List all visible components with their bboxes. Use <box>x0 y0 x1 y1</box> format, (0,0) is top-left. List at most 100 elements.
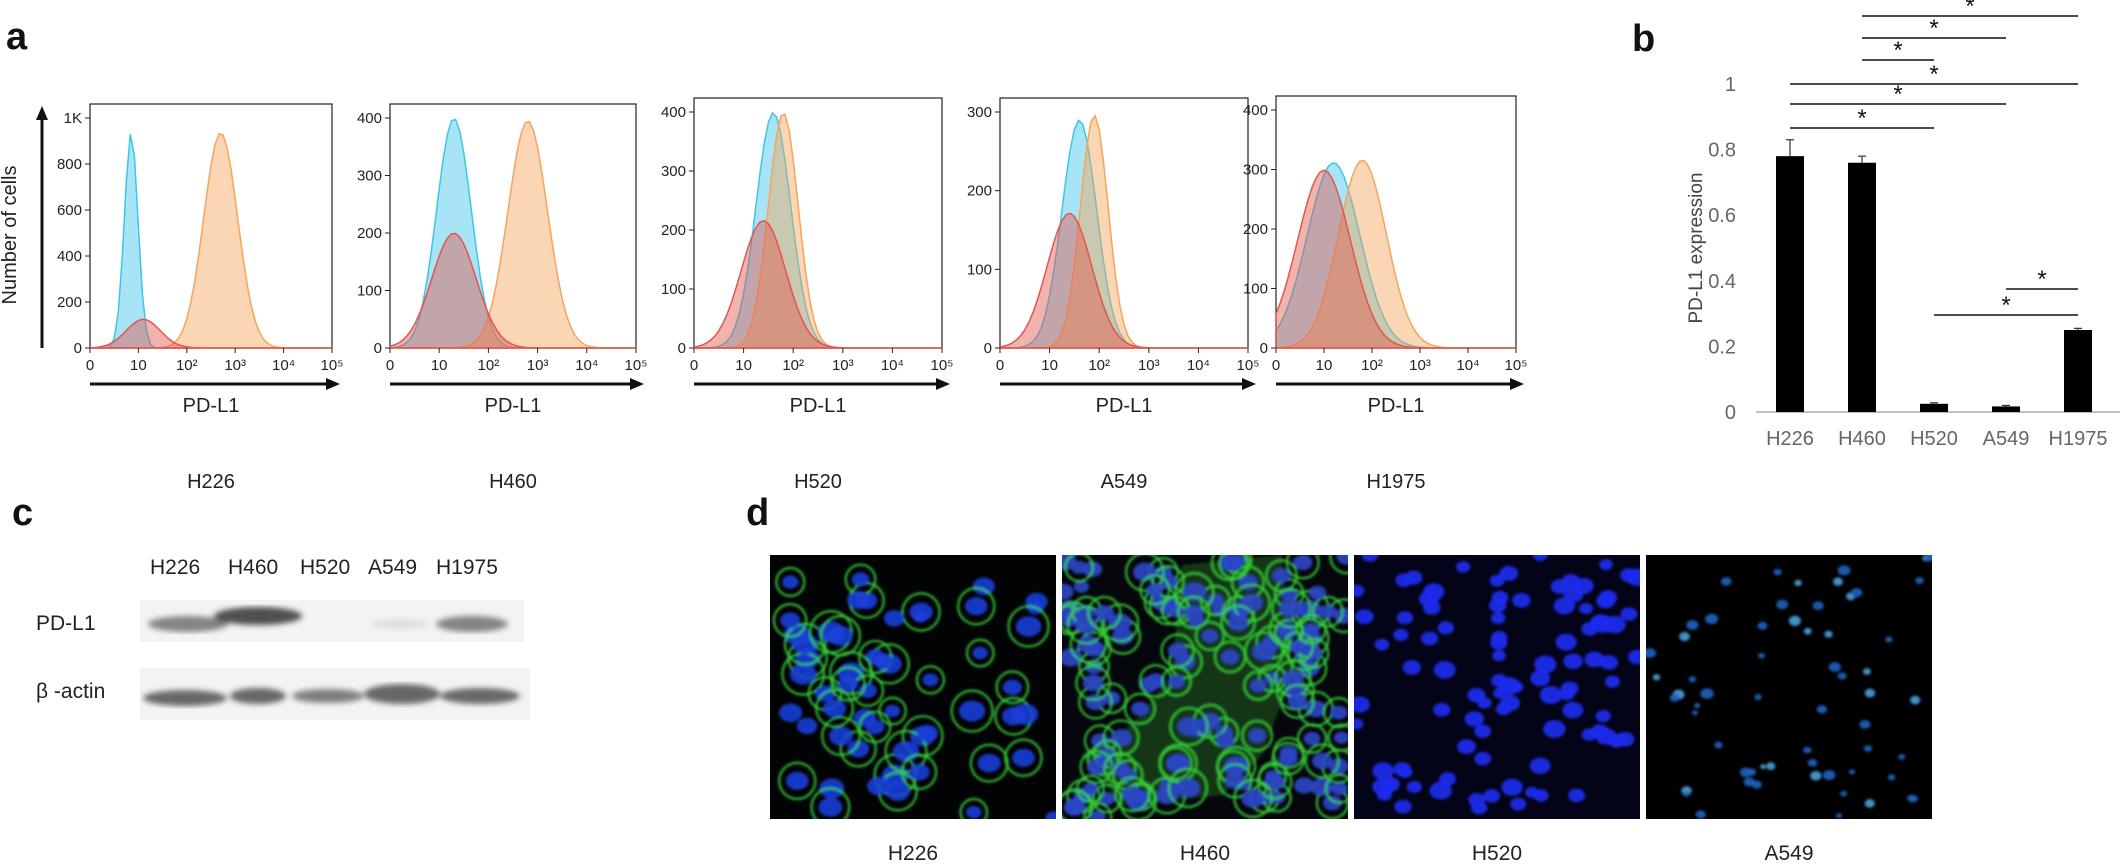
nucleus <box>823 699 847 718</box>
membrane-stain <box>1125 555 1165 592</box>
membrane-stain <box>1123 692 1156 725</box>
nucleus <box>1457 739 1476 755</box>
membrane-stain <box>1232 583 1271 622</box>
if-image-h226 <box>770 555 1056 819</box>
nucleus <box>1578 602 1593 615</box>
membrane-stain <box>901 592 941 632</box>
y-tick-label: 200 <box>57 294 82 311</box>
x-tick-label: H460 <box>1838 428 1886 450</box>
nucleus <box>780 612 801 629</box>
nucleus <box>1420 631 1439 646</box>
faint-stain <box>1760 764 1766 770</box>
nucleus <box>838 675 859 692</box>
unstained-histogram <box>999 212 1248 349</box>
x-tick-label: 10⁵ <box>1505 357 1528 374</box>
nucleus <box>1923 555 1932 562</box>
y-tick-label: 100 <box>1243 281 1268 298</box>
nucleus <box>1073 580 1090 593</box>
membrane-stain <box>1233 778 1273 819</box>
nucleus <box>1319 604 1337 619</box>
y-tick-label: 1K <box>64 110 82 127</box>
nucleus <box>1812 601 1824 610</box>
membrane-stain <box>772 603 808 638</box>
nucleus <box>1372 762 1394 780</box>
nucleus <box>1334 731 1348 744</box>
nucleus <box>1394 799 1412 814</box>
nucleus <box>1437 621 1455 635</box>
nucleus <box>1560 681 1579 696</box>
membrane-stain <box>1241 719 1274 752</box>
membrane-stain <box>1271 588 1312 629</box>
nucleus <box>1374 638 1390 651</box>
x-axis-arrowhead <box>1510 378 1524 390</box>
bar-a549 <box>1992 406 2020 412</box>
significance-marker: * <box>1929 15 1938 42</box>
nucleus <box>785 771 809 790</box>
nucleus <box>1071 560 1088 574</box>
membrane-stain <box>1064 555 1094 583</box>
nucleus <box>1757 652 1765 659</box>
flow-plot-h460: 0 100 200 300 400 0 10 10² 10³ 10⁴ 10⁵ PD-L1 H460 <box>357 103 647 493</box>
nucleus <box>1361 555 1379 562</box>
panel-letter-b: b <box>1632 18 1656 60</box>
nucleus <box>1264 773 1285 791</box>
membrane-stain <box>1210 555 1248 581</box>
membrane-stain <box>965 638 995 668</box>
wb-lane-label: H1975 <box>436 556 498 579</box>
y-tick-label: 0 <box>374 340 382 357</box>
nucleus <box>858 683 877 698</box>
x-tick-label: 10³ <box>832 357 854 374</box>
nucleus <box>1220 649 1240 665</box>
nucleus <box>1803 746 1812 754</box>
membrane-stain <box>957 587 996 626</box>
nucleus <box>1110 729 1132 747</box>
nucleus <box>1581 728 1598 742</box>
nucleus <box>1720 577 1732 586</box>
nucleus <box>1840 790 1848 797</box>
x-tick-label: 10³ <box>1138 357 1160 374</box>
y-axis-label: Number of cells <box>0 166 21 305</box>
y-tick-label: 0.6 <box>1708 205 1736 227</box>
x-axis-label: PD-L1 <box>183 395 240 417</box>
if-image-h520 <box>1354 555 1640 819</box>
nucleus <box>1773 568 1782 576</box>
membrane-stain <box>995 670 1030 705</box>
nucleus <box>886 781 910 801</box>
nucleus <box>972 646 988 660</box>
y-tick-label: 300 <box>661 163 686 180</box>
membrane-stain <box>1169 706 1209 747</box>
nucleus <box>1543 720 1566 738</box>
flow-plot-frame <box>89 103 333 349</box>
x-axis-arrowhead <box>1242 378 1256 390</box>
membrane-stain <box>1007 605 1050 648</box>
nucleus <box>1279 598 1304 618</box>
nucleus <box>1532 555 1548 562</box>
nucleus <box>1887 774 1896 781</box>
nucleus <box>1822 770 1836 781</box>
nucleus <box>865 719 885 735</box>
x-tick-label: 10² <box>478 357 500 374</box>
nucleus <box>1568 788 1586 803</box>
y-tick-label: 300 <box>357 168 382 185</box>
nucleus <box>1488 598 1507 613</box>
nucleus <box>1474 724 1492 739</box>
nucleus <box>1691 710 1699 716</box>
nucleus <box>1464 711 1485 727</box>
membrane-stain <box>1177 595 1211 630</box>
membrane-stain <box>1256 763 1293 800</box>
cell-group <box>1062 555 1348 819</box>
faint-stain <box>1804 627 1812 635</box>
cell-line-label: H226 <box>187 471 235 493</box>
x-tick-label: 10⁴ <box>1456 357 1479 374</box>
x-tick-label: 10⁴ <box>881 357 904 374</box>
nucleus <box>916 724 939 742</box>
nucleus <box>1525 786 1539 798</box>
nucleus <box>1563 586 1584 603</box>
membrane-stain <box>1296 614 1327 645</box>
faint-stain <box>1824 630 1833 638</box>
nucleus <box>922 673 939 687</box>
y-tick-label: 200 <box>967 183 992 200</box>
faint-stain <box>1833 577 1843 586</box>
cell-line-label: H1975 <box>1367 471 1426 493</box>
nucleus <box>1002 679 1022 695</box>
